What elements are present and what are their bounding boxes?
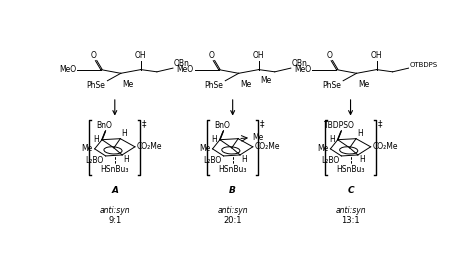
Text: O: O bbox=[91, 51, 97, 60]
Text: 13:1: 13:1 bbox=[341, 216, 360, 225]
Text: H: H bbox=[123, 155, 129, 164]
Text: PhSe: PhSe bbox=[322, 82, 341, 90]
Text: CO₂Me: CO₂Me bbox=[255, 142, 280, 151]
Text: BnO: BnO bbox=[96, 121, 112, 130]
Text: 9:1: 9:1 bbox=[108, 216, 121, 225]
Text: OH: OH bbox=[135, 51, 147, 60]
Text: L₂BO: L₂BO bbox=[86, 156, 104, 165]
Text: B: B bbox=[229, 186, 236, 195]
Text: OBn: OBn bbox=[291, 59, 307, 68]
Text: MeO: MeO bbox=[177, 65, 194, 74]
Text: PhSe: PhSe bbox=[204, 82, 223, 90]
Text: anti:syn: anti:syn bbox=[99, 206, 130, 215]
Text: H: H bbox=[242, 155, 247, 164]
Text: H: H bbox=[94, 135, 99, 144]
Text: HSnBu₃: HSnBu₃ bbox=[100, 165, 129, 174]
Text: OH: OH bbox=[253, 51, 265, 60]
Text: MeO: MeO bbox=[295, 65, 312, 74]
Text: HSnBu₃: HSnBu₃ bbox=[336, 165, 365, 174]
Text: CO₂Me: CO₂Me bbox=[137, 142, 162, 151]
Text: Me: Me bbox=[358, 80, 370, 89]
Text: Me: Me bbox=[200, 144, 211, 153]
Text: O: O bbox=[209, 51, 215, 60]
Text: PhSe: PhSe bbox=[87, 82, 105, 90]
Text: H: H bbox=[359, 155, 365, 164]
Text: Me: Me bbox=[261, 76, 272, 85]
Text: L₂BO: L₂BO bbox=[203, 156, 222, 165]
Text: Me: Me bbox=[317, 144, 329, 153]
Text: ‡: ‡ bbox=[142, 119, 146, 129]
Text: OH: OH bbox=[371, 51, 382, 60]
Text: C: C bbox=[347, 186, 354, 195]
Text: Me: Me bbox=[123, 80, 134, 89]
Text: Me: Me bbox=[82, 144, 93, 153]
Text: OTBDPS: OTBDPS bbox=[410, 62, 438, 68]
Text: MeO: MeO bbox=[59, 65, 76, 74]
Text: HSnBu₃: HSnBu₃ bbox=[218, 165, 247, 174]
Text: anti:syn: anti:syn bbox=[217, 206, 248, 215]
Text: H: H bbox=[329, 135, 335, 144]
Text: Me: Me bbox=[252, 133, 263, 142]
Text: Me: Me bbox=[241, 80, 252, 89]
Text: anti:syn: anti:syn bbox=[335, 206, 366, 215]
Text: TBDPSO: TBDPSO bbox=[324, 121, 355, 130]
Text: O: O bbox=[327, 51, 333, 60]
Text: 20:1: 20:1 bbox=[223, 216, 242, 225]
Text: H: H bbox=[357, 129, 363, 138]
Text: A: A bbox=[111, 186, 118, 195]
Text: H: H bbox=[122, 129, 128, 138]
Text: H: H bbox=[211, 135, 217, 144]
Text: ‡: ‡ bbox=[260, 119, 264, 129]
Text: CO₂Me: CO₂Me bbox=[372, 142, 398, 151]
Text: BnO: BnO bbox=[214, 121, 230, 130]
Text: ‡: ‡ bbox=[377, 119, 382, 129]
Text: OBn: OBn bbox=[173, 59, 189, 68]
Text: L₂BO: L₂BO bbox=[321, 156, 340, 165]
